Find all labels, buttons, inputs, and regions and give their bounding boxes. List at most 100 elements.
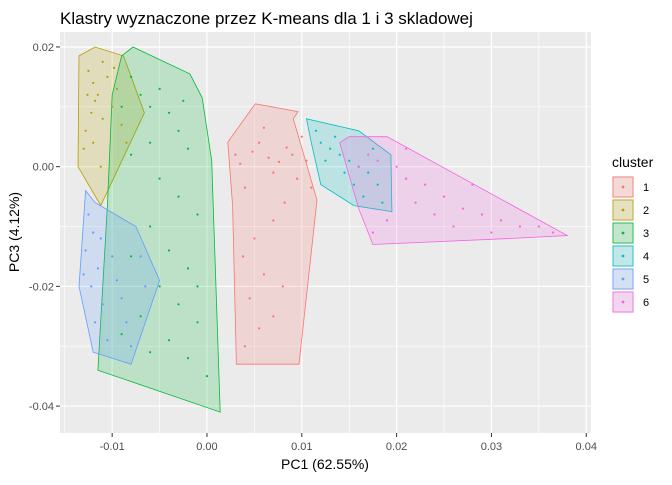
cluster-point-1 bbox=[243, 345, 246, 348]
cluster-point-4 bbox=[348, 159, 351, 162]
cluster-point-1 bbox=[296, 177, 299, 180]
cluster-point-2 bbox=[112, 66, 116, 69]
cluster-point-4 bbox=[376, 183, 379, 186]
cluster-point-4 bbox=[324, 159, 327, 162]
cluster-point-1 bbox=[251, 150, 254, 153]
y-tick-label: 0.02 bbox=[33, 42, 54, 54]
y-tick-label: -0.04 bbox=[29, 401, 54, 413]
cluster-point-3 bbox=[149, 351, 152, 354]
cluster-hull-4 bbox=[305, 118, 393, 213]
cluster-point-5 bbox=[94, 321, 97, 324]
cluster-point-5 bbox=[144, 285, 147, 288]
cluster-point-3 bbox=[182, 99, 185, 102]
cluster-point-1 bbox=[248, 297, 251, 300]
cluster-point-6 bbox=[461, 207, 465, 210]
x-tick-label: 0.04 bbox=[576, 441, 597, 453]
cluster-point-4 bbox=[343, 171, 346, 174]
y-tick-label: -0.02 bbox=[29, 281, 54, 293]
cluster-point-2 bbox=[115, 87, 118, 90]
cluster-point-2 bbox=[101, 60, 104, 64]
cluster-point-1 bbox=[281, 285, 284, 288]
x-tick-label: -0.01 bbox=[100, 441, 125, 453]
cluster-point-6 bbox=[490, 231, 493, 234]
legend-label-4: 4 bbox=[643, 251, 649, 263]
cluster-point-2 bbox=[120, 123, 123, 126]
grid-minor bbox=[60, 32, 591, 433]
cluster-hull-3 bbox=[97, 46, 221, 413]
cluster-point-2 bbox=[92, 141, 95, 144]
cluster-point-6 bbox=[367, 153, 370, 156]
cluster-point-3 bbox=[186, 357, 190, 360]
cluster-point-1 bbox=[305, 159, 308, 162]
cluster-point-5 bbox=[99, 237, 102, 240]
cluster-point-4 bbox=[319, 141, 322, 144]
cluster-point-6 bbox=[376, 159, 379, 162]
cluster-point-2 bbox=[106, 75, 109, 78]
cluster-point-2 bbox=[99, 165, 102, 168]
cluster-points bbox=[82, 60, 555, 378]
cluster-point-2 bbox=[86, 93, 89, 96]
cluster-point-2 bbox=[92, 81, 95, 84]
legend-label-5: 5 bbox=[643, 274, 649, 286]
cluster-point-1 bbox=[241, 255, 245, 258]
grid-major bbox=[60, 32, 591, 433]
x-tick-label: 0.00 bbox=[196, 441, 217, 453]
legend: cluster 1 2 3 4 5 6 bbox=[612, 154, 654, 313]
cluster-point-3 bbox=[196, 321, 199, 324]
cluster-point-4 bbox=[367, 171, 370, 174]
x-tick-label: 0.01 bbox=[291, 441, 312, 453]
x-axis: -0.01 0.00 0.01 0.02 0.03 0.04 bbox=[100, 433, 597, 453]
cluster-point-1 bbox=[258, 327, 261, 330]
cluster-point-4 bbox=[381, 201, 384, 204]
cluster-point-5 bbox=[139, 255, 142, 258]
cluster-point-3 bbox=[177, 195, 180, 198]
cluster-point-3 bbox=[158, 285, 161, 288]
cluster-point-3 bbox=[167, 111, 171, 114]
cluster-point-3 bbox=[167, 249, 171, 252]
cluster-point-4 bbox=[314, 129, 318, 132]
cluster-point-5 bbox=[84, 249, 87, 252]
cluster-point-1 bbox=[277, 160, 281, 163]
cluster-point-1 bbox=[239, 162, 242, 165]
cluster-point-6 bbox=[499, 219, 502, 222]
legend-dot-4 bbox=[621, 254, 625, 258]
cluster-point-1 bbox=[283, 201, 286, 204]
cluster-point-3 bbox=[149, 141, 152, 144]
cluster-point-3 bbox=[120, 105, 123, 108]
cluster-point-4 bbox=[329, 147, 332, 150]
cluster-point-1 bbox=[258, 141, 261, 144]
cluster-point-1 bbox=[243, 186, 246, 189]
cluster-point-3 bbox=[167, 339, 171, 342]
cluster-point-1 bbox=[285, 146, 288, 149]
cluster-point-5 bbox=[101, 303, 104, 306]
cluster-point-2 bbox=[87, 69, 90, 72]
cluster-hull-6 bbox=[339, 136, 569, 245]
cluster-point-6 bbox=[452, 225, 455, 228]
cluster-point-6 bbox=[537, 225, 540, 228]
cluster-point-2 bbox=[101, 117, 104, 120]
cluster-point-5 bbox=[125, 321, 128, 324]
cluster-point-6 bbox=[518, 225, 522, 228]
cluster-point-3 bbox=[149, 105, 152, 108]
cluster-point-5 bbox=[130, 345, 133, 348]
cluster-point-1 bbox=[300, 135, 303, 138]
cluster-point-3 bbox=[158, 177, 161, 180]
cluster-point-2 bbox=[96, 93, 99, 96]
cluster-point-6 bbox=[386, 219, 389, 222]
cluster-point-1 bbox=[272, 315, 275, 318]
cluster-point-2 bbox=[82, 147, 85, 150]
cluster-point-3 bbox=[130, 75, 133, 78]
legend-label-6: 6 bbox=[643, 297, 649, 309]
cluster-point-1 bbox=[267, 156, 270, 159]
cluster-point-1 bbox=[272, 219, 275, 222]
cluster-point-6 bbox=[424, 183, 427, 186]
cluster-point-1 bbox=[262, 273, 265, 276]
cluster-point-1 bbox=[262, 126, 265, 129]
x-axis-label: PC1 (62.55%) bbox=[281, 456, 369, 472]
cluster-point-1 bbox=[310, 186, 313, 189]
cluster-point-6 bbox=[414, 201, 417, 204]
cluster-point-3 bbox=[186, 147, 190, 150]
cluster-point-5 bbox=[120, 297, 123, 300]
